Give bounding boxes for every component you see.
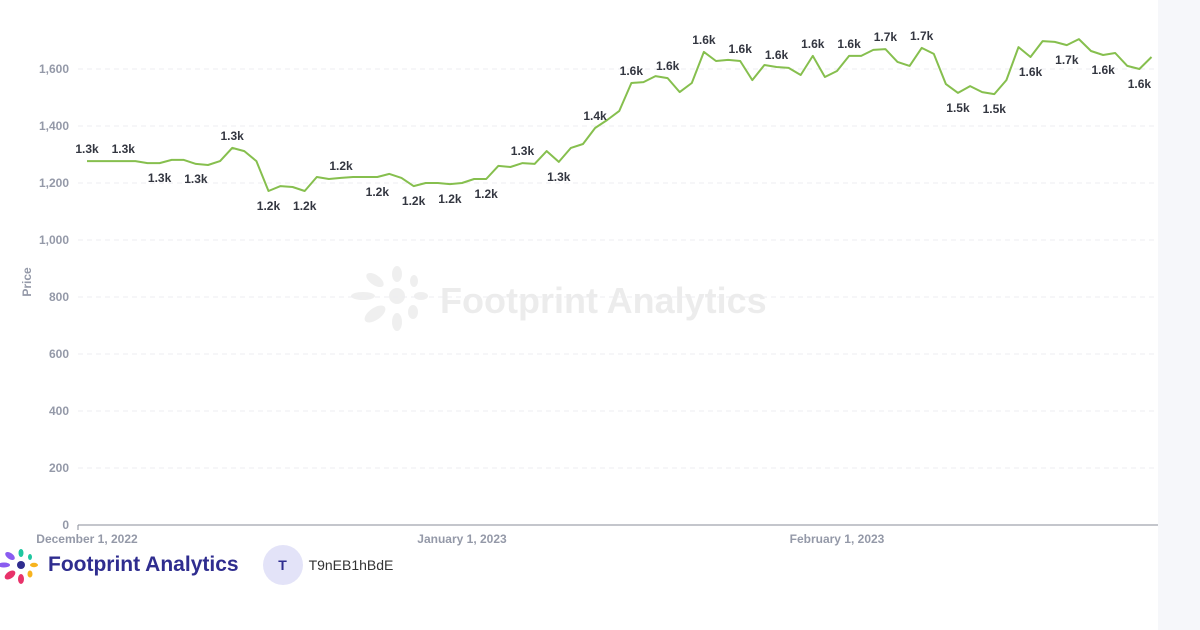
data-label: 1.2k [257, 199, 281, 213]
y-tick-label: 800 [49, 290, 69, 304]
data-label: 1.3k [184, 172, 208, 186]
y-tick-label: 1,000 [39, 233, 69, 247]
data-label: 1.6k [692, 33, 716, 47]
y-tick-label: 0 [62, 518, 69, 532]
watermark-text: Footprint Analytics [440, 280, 767, 321]
y-axis-label: Price [20, 267, 34, 297]
data-label: 1.3k [220, 129, 244, 143]
data-label: 1.2k [438, 192, 462, 206]
data-label: 1.4k [583, 109, 607, 123]
data-label: 1.7k [1055, 53, 1079, 67]
footprint-logo-icon [0, 549, 38, 584]
username[interactable]: T9nEB1hBdE [308, 557, 394, 573]
y-tick-label: 1,400 [39, 119, 69, 133]
data-label: 1.3k [148, 171, 172, 185]
data-label: 1.6k [801, 37, 825, 51]
data-label: 1.3k [75, 142, 99, 156]
data-label: 1.6k [1091, 63, 1115, 77]
data-label: 1.6k [729, 42, 753, 56]
data-label: 1.7k [874, 30, 898, 44]
data-label: 1.3k [511, 144, 535, 158]
data-label: 1.6k [656, 59, 680, 73]
data-label: 1.6k [837, 37, 861, 51]
y-tick-label: 1,600 [39, 62, 69, 76]
right-panel-edge [1158, 0, 1200, 630]
data-label: 1.6k [1019, 65, 1043, 79]
data-label: 1.2k [293, 199, 317, 213]
data-label: 1.2k [475, 187, 499, 201]
data-label: 1.6k [620, 64, 644, 78]
x-tick-label: December 1, 2022 [36, 532, 138, 546]
data-label: 1.2k [402, 194, 426, 208]
y-tick-label: 1,200 [39, 176, 69, 190]
data-label: 1.5k [946, 101, 970, 115]
watermark: Footprint Analytics [351, 266, 767, 331]
avatar[interactable]: T [262, 545, 303, 585]
price-series-line [87, 38, 1153, 192]
x-tick-label: February 1, 2023 [790, 532, 885, 546]
data-label: 1.6k [1128, 77, 1152, 91]
data-label: 1.7k [910, 29, 934, 43]
brand-name: Footprint Analytics [48, 553, 239, 576]
data-label: 1.2k [329, 159, 353, 173]
data-label: 1.6k [765, 48, 789, 62]
footer: Footprint Analytics T T9nEB1hBdE [0, 544, 393, 586]
x-tick-label: January 1, 2023 [417, 532, 507, 546]
y-tick-label: 400 [49, 404, 69, 418]
y-tick-label: 200 [49, 461, 69, 475]
data-label: 1.3k [112, 142, 136, 156]
y-tick-label: 600 [49, 347, 69, 361]
data-label: 1.2k [366, 185, 390, 199]
data-label: 1.5k [983, 102, 1007, 116]
data-label: 1.3k [547, 170, 571, 184]
